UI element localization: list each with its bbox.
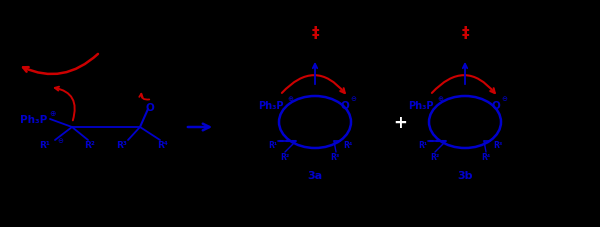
Text: ⊖: ⊖ — [57, 137, 63, 143]
FancyArrowPatch shape — [432, 76, 495, 94]
Text: 3b: 3b — [457, 170, 473, 180]
Text: R⁴: R⁴ — [157, 141, 167, 150]
FancyArrowPatch shape — [23, 55, 98, 75]
FancyArrowPatch shape — [55, 87, 75, 121]
Text: O: O — [491, 101, 500, 111]
Text: Ph₃P: Ph₃P — [258, 101, 284, 111]
Text: R²: R² — [430, 152, 440, 161]
FancyArrowPatch shape — [282, 76, 345, 94]
Text: ‡: ‡ — [311, 25, 319, 40]
Text: 3a: 3a — [307, 170, 323, 180]
FancyArrowPatch shape — [139, 94, 149, 100]
Text: ⊕: ⊕ — [437, 96, 443, 101]
Text: R¹: R¹ — [268, 140, 278, 149]
Text: R³: R³ — [493, 140, 503, 149]
Text: ‡: ‡ — [461, 25, 469, 40]
Text: Ph₃P: Ph₃P — [20, 114, 47, 124]
Text: ⊖: ⊖ — [350, 96, 356, 101]
Text: Ph₃P: Ph₃P — [408, 101, 433, 111]
Text: R³: R³ — [116, 141, 127, 150]
Text: R³: R³ — [331, 152, 340, 161]
Text: R¹: R¹ — [418, 140, 428, 149]
Text: R¹: R¹ — [40, 141, 50, 150]
Text: O: O — [146, 103, 154, 113]
Text: ⊕: ⊕ — [49, 108, 55, 117]
Text: R⁴: R⁴ — [481, 152, 491, 161]
Text: ⊖: ⊖ — [501, 96, 507, 101]
Text: +: + — [393, 114, 407, 131]
Text: R⁴: R⁴ — [343, 140, 353, 149]
Text: R²: R² — [280, 152, 290, 161]
Text: ⊕: ⊕ — [287, 96, 293, 101]
Text: R²: R² — [85, 141, 95, 150]
Text: O: O — [341, 101, 349, 111]
